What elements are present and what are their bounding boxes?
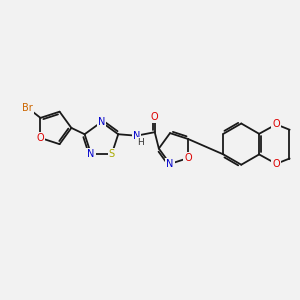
Text: O: O xyxy=(37,133,44,143)
Text: H: H xyxy=(137,138,144,147)
Text: O: O xyxy=(272,159,280,169)
Text: O: O xyxy=(184,153,192,163)
Text: S: S xyxy=(109,149,115,159)
Text: N: N xyxy=(98,117,105,127)
Text: Br: Br xyxy=(22,103,33,113)
Text: N: N xyxy=(133,131,140,141)
Text: N: N xyxy=(166,159,174,169)
Text: O: O xyxy=(272,119,280,129)
Text: N: N xyxy=(87,149,95,159)
Text: O: O xyxy=(151,112,158,122)
